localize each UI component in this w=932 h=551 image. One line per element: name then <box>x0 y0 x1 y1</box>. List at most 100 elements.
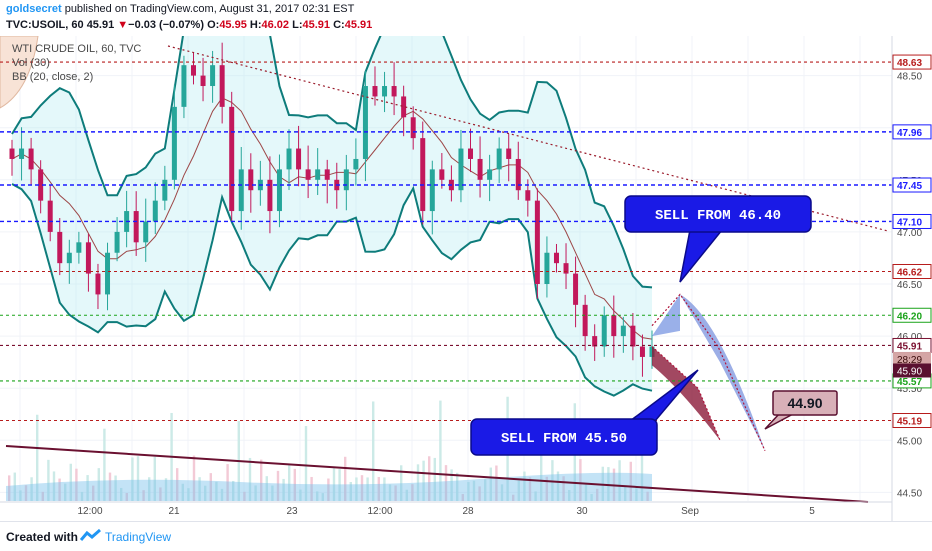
volume-bar <box>92 485 95 501</box>
low-value: 45.91 <box>302 19 331 31</box>
volume-bar <box>590 494 593 501</box>
volume-bar <box>607 467 610 501</box>
footer: Created with TradingView <box>0 521 932 551</box>
candle-body <box>620 325 626 337</box>
volume-bar <box>198 477 201 501</box>
volume-bar <box>204 485 207 501</box>
candle-body <box>286 148 292 170</box>
time-tick-label: 23 <box>286 506 298 517</box>
price-tick-label: 44.50 <box>897 488 922 499</box>
time-tick-label: 5 <box>809 506 815 517</box>
volume-bar <box>512 494 515 501</box>
volume-bar <box>646 491 649 501</box>
candle-body <box>563 263 569 274</box>
volume-bar <box>164 478 168 501</box>
volume-bar <box>394 485 397 501</box>
candle-body <box>219 65 225 107</box>
price-tick-label: 48.50 <box>897 72 922 83</box>
callout-label: SELL FROM 46.40 <box>655 208 781 224</box>
level-price-tag <box>892 124 932 140</box>
volume-bar <box>562 476 565 501</box>
candle-body <box>296 148 302 170</box>
level-price-label: 45.57 <box>897 377 922 388</box>
candle-body <box>553 252 559 264</box>
callout-label: 44.90 <box>787 395 822 411</box>
candle-body <box>515 158 521 191</box>
volume-bar <box>260 459 263 501</box>
candle-body <box>439 169 445 180</box>
volume-bar <box>47 459 50 501</box>
price-chart[interactable]: 48.5048.0047.5047.0046.5046.0045.5045.00… <box>0 36 932 521</box>
volume-bar <box>36 414 39 501</box>
volume-bar <box>19 490 22 501</box>
symbol-line: TVC:USOIL, 60 45.91 ▼−0.03 (−0.07%) O:45… <box>6 19 373 31</box>
volume-bar <box>500 484 504 501</box>
candle-body <box>181 65 187 107</box>
candle-body <box>85 242 91 274</box>
volume-bar <box>405 489 408 501</box>
candle-body <box>315 169 321 180</box>
volume-bar <box>584 484 588 501</box>
volume-bar <box>8 475 11 501</box>
candle-body <box>391 86 397 97</box>
volume-bar <box>220 488 224 501</box>
volume-bar <box>243 491 246 501</box>
volume-bar <box>97 468 100 501</box>
volume-bar <box>400 465 403 501</box>
candle-body <box>276 169 282 212</box>
time-axis[interactable]: 12:00 21 23 12:00 28 30 Sep 5 <box>0 501 892 517</box>
volume-bar <box>142 490 145 501</box>
candle-body <box>210 65 216 87</box>
volume-bar <box>528 477 532 501</box>
price-axis[interactable]: 48.5048.0047.5047.0046.5046.0045.5045.00… <box>891 36 932 521</box>
candle-body <box>66 252 72 264</box>
volume-bar <box>192 455 196 501</box>
candle-body <box>267 179 273 212</box>
volume-bar <box>388 484 392 501</box>
volume-bar <box>338 469 341 501</box>
volume-bar <box>64 483 67 501</box>
tradingview-logo-icon[interactable] <box>80 528 102 544</box>
projection-path-2 <box>652 346 720 441</box>
candles <box>9 42 655 377</box>
volume-bar <box>114 475 117 501</box>
bb-upper <box>11 36 653 289</box>
volume-bar <box>461 494 464 501</box>
candle-body <box>468 148 474 159</box>
volume-bar <box>456 472 459 501</box>
candle-body <box>487 169 493 180</box>
callout: SELL FROM 45.50 <box>470 369 699 456</box>
level-price-label: 47.96 <box>897 128 922 139</box>
candle-body <box>429 169 435 212</box>
volume-bar <box>304 426 308 501</box>
support-trendline <box>5 445 869 503</box>
level-price-label: 48.63 <box>897 58 922 69</box>
tradingview-link[interactable]: TradingView <box>105 530 172 544</box>
candle-body <box>28 148 34 170</box>
time-tick-label: 12:00 <box>367 506 392 517</box>
candle-body <box>114 231 120 253</box>
resistance-trendline <box>167 45 889 232</box>
volume-bar <box>159 487 162 501</box>
author-link[interactable]: goldsecret <box>6 3 62 15</box>
time-tick-label: 12:00 <box>77 506 102 517</box>
volume-bar <box>428 456 431 501</box>
volume-bar <box>299 489 302 501</box>
callout: SELL FROM 46.40 <box>624 195 812 283</box>
candle-body <box>639 346 645 357</box>
volume-bar <box>366 477 369 501</box>
chart-legend: WTI CRUDE OIL, 60, TVC Vol (30) BB (20, … <box>12 43 141 83</box>
candle-body <box>592 336 598 347</box>
volume-bar <box>254 485 257 501</box>
volume-bar <box>495 465 498 501</box>
drawings <box>5 45 889 503</box>
volume-bar <box>433 457 436 501</box>
created-with: Created with <box>6 530 79 544</box>
volume-bar <box>489 467 492 501</box>
volume-bar <box>545 476 548 501</box>
close-value: 45.91 <box>344 19 373 31</box>
volume-bar <box>372 401 375 501</box>
volume-bar <box>640 433 644 501</box>
candle-body <box>171 106 177 180</box>
legend-bb: BB (20, close, 2) <box>12 71 93 83</box>
